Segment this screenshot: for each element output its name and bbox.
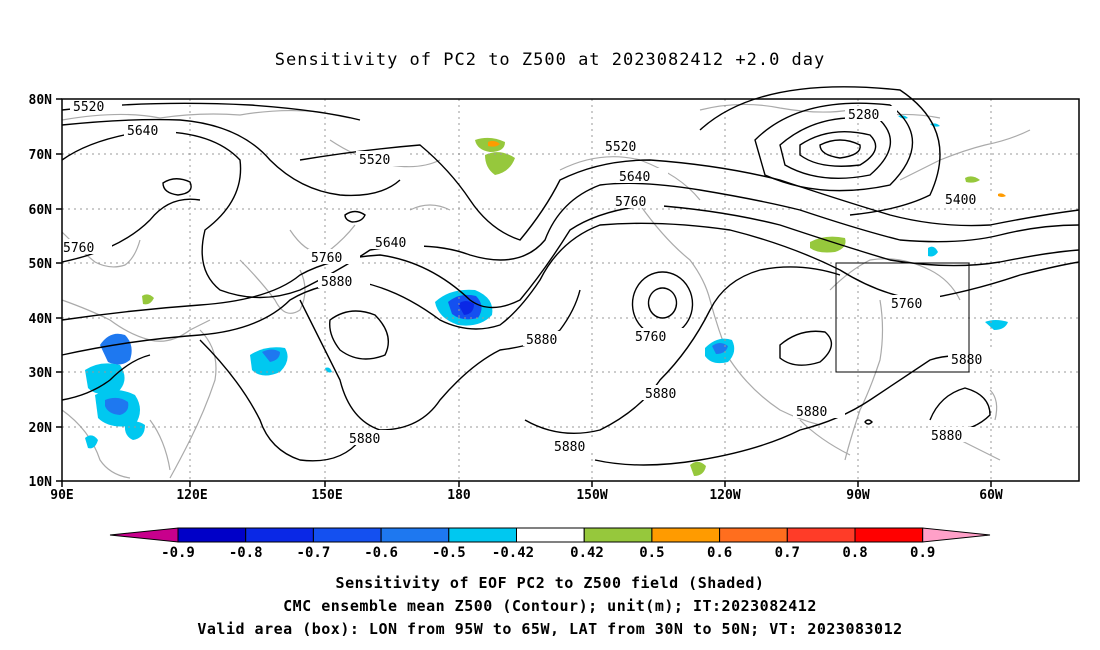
colorbar-label: 0.42: [570, 545, 604, 561]
colorbar-min-triangle: [109, 527, 179, 543]
caption-shaded: Sensitivity of EOF PC2 to Z500 field (Sh…: [335, 574, 765, 592]
colorbar-swatch: [312, 527, 382, 543]
contour-label: 5640: [375, 236, 406, 251]
colorbar: -0.9 -0.8 -0.7 -0.6 -0.5 -0.42 0.42 0.5 …: [109, 527, 991, 561]
lat-label: 10N: [29, 475, 53, 490]
contour-label: 5760: [63, 241, 94, 256]
latitude-axis: 80N 70N 60N 50N 40N 30N 20N 10N: [29, 93, 62, 490]
lat-label: 80N: [29, 93, 53, 108]
lon-label: 150E: [311, 488, 342, 503]
contour-label: 5520: [605, 140, 636, 155]
contour-label: 5760: [615, 195, 646, 210]
colorbar-label: 0.7: [775, 545, 800, 561]
colorbar-label: 0.5: [639, 545, 664, 561]
colorbar-label: 0.8: [842, 545, 867, 561]
contour-label: 5880: [951, 353, 982, 368]
contour-label: 5880: [321, 275, 352, 290]
grid-lines: [62, 99, 1079, 481]
colorbar-label: 0.6: [707, 545, 732, 561]
longitude-axis: 90E 120E 150E 180 150W 120W 90W 60W: [50, 481, 1003, 503]
lat-label: 30N: [29, 366, 53, 381]
colorbar-swatch: [448, 527, 517, 543]
colorbar-label: -0.9: [161, 545, 195, 561]
contour-label: 5520: [359, 153, 390, 168]
colorbar-swatch: [786, 527, 856, 543]
map-frame: [61, 98, 1080, 482]
lon-label: 90W: [846, 488, 870, 503]
contour-label: 5640: [127, 124, 158, 139]
valid-area-box: [835, 262, 970, 373]
contour-label: 5280: [848, 108, 879, 123]
shaded-sensitivity: [85, 115, 1008, 476]
lat-label: 50N: [29, 257, 53, 272]
contour-label: 5520: [73, 100, 104, 115]
contour-label: 5760: [891, 297, 922, 312]
lon-label: 60W: [979, 488, 1003, 503]
lon-label: 150W: [576, 488, 607, 503]
colorbar-label: -0.8: [229, 545, 263, 561]
contour-labels: 5520 5640 5520 5520 5640 5760 5640 5760 …: [60, 98, 1000, 455]
contour-label: 5640: [619, 170, 650, 185]
lat-label: 40N: [29, 312, 53, 327]
contour-label: 5880: [931, 429, 962, 444]
colorbar-swatch: [719, 527, 788, 543]
lon-label: 120E: [176, 488, 207, 503]
lat-label: 20N: [29, 421, 53, 436]
caption-valid-area: Valid area (box): LON from 95W to 65W, L…: [197, 620, 903, 638]
colorbar-label: -0.7: [297, 545, 331, 561]
colorbar-max-triangle: [922, 527, 991, 543]
lon-label: 90E: [50, 488, 73, 503]
colorbar-swatch: [651, 527, 721, 543]
colorbar-swatch: [854, 527, 924, 543]
colorbar-label: -0.5: [432, 545, 466, 561]
z500-contours: [61, 86, 1080, 466]
colorbar-label: -0.6: [364, 545, 398, 561]
lat-label: 70N: [29, 148, 53, 163]
map-title: Sensitivity of PC2 to Z500 at 2023082412…: [274, 50, 826, 70]
caption-contour: CMC ensemble mean Z500 (Contour); unit(m…: [283, 597, 817, 615]
lat-label: 60N: [29, 203, 53, 218]
contour-label: 5400: [945, 193, 976, 208]
colorbar-label: -0.42: [492, 545, 534, 561]
colorbar-swatch: [516, 527, 585, 543]
colorbar-swatch: [177, 527, 247, 543]
colorbar-swatch: [380, 527, 450, 543]
contour-label: 5760: [311, 251, 342, 266]
colorbar-swatch: [245, 527, 314, 543]
contour-label: 5880: [796, 405, 827, 420]
contour-label: 5880: [349, 432, 380, 447]
colorbar-swatch: [583, 527, 653, 543]
colorbar-label: 0.9: [910, 545, 935, 561]
lon-label: 180: [447, 488, 471, 503]
contour-label: 5760: [635, 330, 666, 345]
lon-label: 120W: [709, 488, 740, 503]
contour-label: 5880: [645, 387, 676, 402]
contour-label: 5880: [554, 440, 585, 455]
contour-label: 5880: [526, 333, 557, 348]
